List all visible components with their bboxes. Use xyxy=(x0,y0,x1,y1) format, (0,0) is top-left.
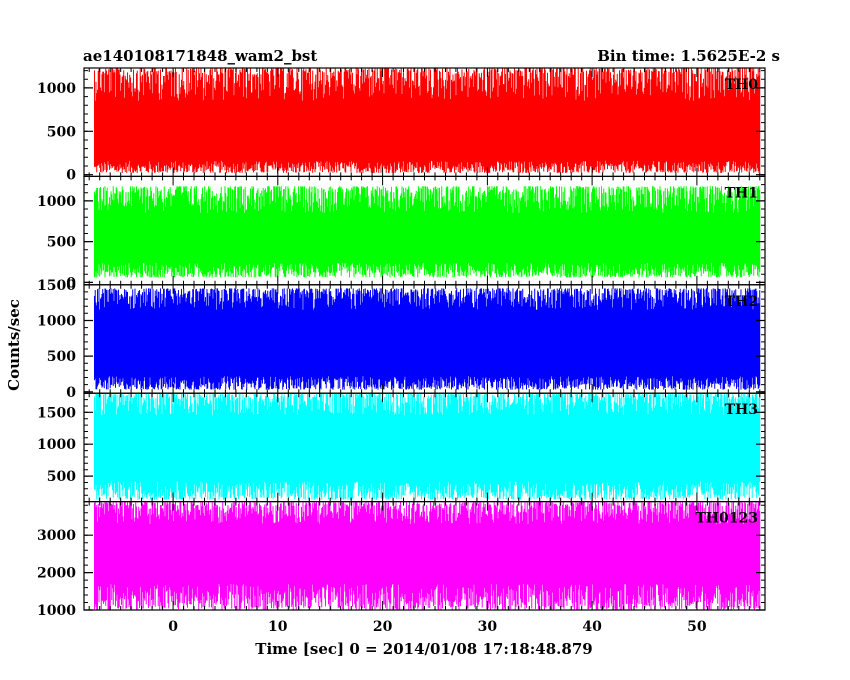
chart-title: ae140108171848_wam2_bst xyxy=(83,47,317,65)
y-tick-label: 500 xyxy=(47,235,76,251)
y-tick-label: 0 xyxy=(66,275,76,291)
panels-group: 0 500 1000 TH0 0 500 1000 TH1 0 500 1000 1500 TH2 500… xyxy=(37,67,766,619)
x-axis-label: Time [sec] 0 = 2014/01/08 17:18:48.879 xyxy=(255,640,592,658)
panel-th0: 0 500 1000 TH0 xyxy=(37,67,766,184)
band-label-th0: TH0 xyxy=(725,77,759,93)
band-label-th2: TH2 xyxy=(725,294,758,310)
panel-th1: 0 500 1000 TH1 xyxy=(37,175,766,291)
x-tick-labels: 0 10 20 30 40 50 xyxy=(168,619,707,635)
y-tick-label: 0 xyxy=(66,168,76,184)
x-tick-label: 20 xyxy=(373,619,393,635)
panel-th0123: 1000 2000 3000 TH0123 xyxy=(37,501,766,619)
panel-th2: 0 500 1000 1500 TH2 xyxy=(37,278,766,401)
series-th2 xyxy=(93,288,761,390)
y-tick-label: 2000 xyxy=(37,566,76,582)
series-th0 xyxy=(93,68,761,173)
band-label-th0123: TH0123 xyxy=(695,511,758,527)
x-tick-label: 30 xyxy=(478,619,498,635)
y-tick-label: 1500 xyxy=(37,278,76,294)
band-label-th1: TH1 xyxy=(725,185,758,201)
x-ticks xyxy=(88,393,761,502)
series-th1 xyxy=(93,186,761,278)
y-tick-label: 1000 xyxy=(37,81,76,97)
y-tick-label: 1000 xyxy=(37,194,76,210)
y-tick-label: 3000 xyxy=(37,528,76,544)
bin-time-label: Bin time: 1.5625E-2 s xyxy=(597,47,780,65)
y-tick-label: 1500 xyxy=(37,405,76,421)
band-label-th3: TH3 xyxy=(725,402,758,418)
y-tick-label: 1000 xyxy=(37,314,76,330)
series-th0123 xyxy=(93,501,761,610)
y-tick-label: 500 xyxy=(47,349,76,365)
y-tick-label: 500 xyxy=(47,469,76,485)
y-tick-label: 1000 xyxy=(37,603,76,619)
y-tick-label: 0 xyxy=(66,385,76,401)
x-ticks xyxy=(88,284,761,394)
x-ticks xyxy=(88,176,761,285)
x-tick-label: 10 xyxy=(268,619,288,635)
x-tick-label: 50 xyxy=(687,619,707,635)
y-axis-label: Counts/sec xyxy=(5,299,23,391)
x-ticks xyxy=(88,501,761,610)
x-tick-label: 0 xyxy=(168,619,178,635)
panel-th3: 500 1000 1500 TH3 xyxy=(37,392,766,503)
series-th3 xyxy=(93,393,761,500)
x-ticks xyxy=(88,68,761,177)
y-tick-label: 500 xyxy=(47,124,76,140)
x-tick-label: 40 xyxy=(582,619,602,635)
y-tick-label: 1000 xyxy=(37,437,76,453)
